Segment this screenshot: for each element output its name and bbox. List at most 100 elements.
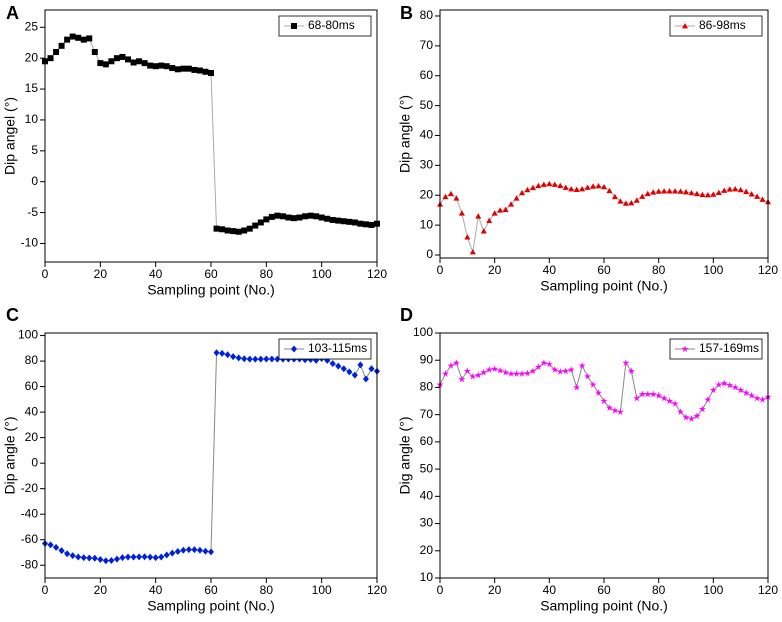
- marker: [676, 408, 685, 416]
- y-tick-label: 40: [420, 128, 434, 142]
- marker: [627, 367, 635, 375]
- x-tick-label: 20: [94, 583, 108, 597]
- marker: [518, 370, 526, 377]
- marker: [136, 553, 143, 561]
- marker: [611, 406, 619, 414]
- marker: [318, 214, 325, 221]
- marker: [464, 234, 471, 240]
- x-tick-label: 60: [597, 263, 611, 277]
- marker: [529, 367, 537, 375]
- x-tick-label: 40: [543, 583, 557, 597]
- x-tick-label: 100: [312, 583, 332, 597]
- marker: [469, 372, 477, 380]
- marker: [687, 414, 696, 422]
- marker: [224, 227, 231, 234]
- y-tick-label: 20: [420, 187, 434, 201]
- marker: [136, 58, 143, 65]
- marker: [469, 249, 476, 255]
- x-tick-label: 100: [703, 583, 723, 597]
- marker: [324, 215, 331, 222]
- marker: [644, 390, 652, 398]
- marker: [296, 214, 303, 221]
- marker: [693, 412, 701, 420]
- x-tick-label: 60: [204, 583, 218, 597]
- marker: [208, 70, 214, 76]
- y-tick-label: 20: [25, 430, 39, 444]
- marker: [357, 361, 364, 369]
- y-tick-label: 50: [420, 98, 434, 112]
- marker: [158, 62, 165, 69]
- marker: [191, 546, 198, 554]
- marker: [508, 201, 515, 207]
- marker: [709, 386, 717, 394]
- marker: [611, 193, 618, 200]
- marker: [759, 196, 766, 202]
- marker: [475, 213, 482, 219]
- marker: [219, 226, 226, 233]
- marker: [496, 366, 504, 374]
- marker: [185, 65, 192, 72]
- marker: [568, 185, 575, 192]
- marker: [721, 187, 728, 193]
- marker: [263, 216, 270, 223]
- y-tick-label: 5: [31, 143, 38, 157]
- marker: [665, 397, 674, 405]
- marker: [551, 181, 558, 187]
- panel: A 0 20 40 60 80 100 120 -10 -5 0 5 10 15 20 25 Sampling …: [2, 3, 388, 298]
- marker: [649, 390, 657, 398]
- marker: [335, 362, 342, 370]
- marker: [69, 33, 76, 40]
- marker: [606, 187, 613, 194]
- marker: [75, 553, 82, 561]
- marker: [731, 383, 739, 391]
- x-tick-label: 20: [488, 583, 502, 597]
- y-tick-label: -40: [21, 506, 39, 520]
- marker: [125, 553, 131, 561]
- marker: [660, 394, 668, 402]
- marker: [58, 42, 65, 49]
- marker: [529, 184, 536, 191]
- marker: [257, 355, 264, 363]
- y-axis-label: Dip angel (°): [2, 97, 18, 175]
- marker: [704, 395, 712, 403]
- x-axis-label: Sampling point (No.): [147, 598, 275, 614]
- marker: [638, 390, 646, 398]
- y-tick-label: 0: [31, 455, 38, 469]
- marker: [562, 184, 569, 190]
- x-tick-label: 40: [149, 583, 163, 597]
- marker: [617, 198, 624, 204]
- marker: [524, 186, 531, 193]
- panel-label: D: [400, 305, 413, 325]
- marker: [130, 59, 137, 66]
- marker: [485, 365, 493, 373]
- x-tick-label: 80: [260, 583, 274, 597]
- marker: [158, 553, 165, 561]
- marker: [185, 546, 192, 554]
- marker: [351, 219, 358, 226]
- marker: [125, 56, 131, 63]
- panel-label: A: [6, 3, 19, 23]
- marker: [737, 186, 744, 193]
- panel-label: C: [6, 305, 19, 325]
- y-tick-label: -80: [21, 557, 39, 571]
- marker: [53, 543, 60, 551]
- marker: [458, 375, 466, 383]
- y-tick-label: -20: [21, 481, 39, 495]
- marker: [340, 365, 347, 373]
- marker: [453, 195, 460, 201]
- marker: [622, 359, 630, 367]
- marker: [241, 355, 248, 363]
- x-axis-label: Sampling point (No.): [540, 598, 668, 614]
- marker: [594, 389, 603, 396]
- series-line: [439, 361, 769, 420]
- marker: [562, 367, 570, 375]
- y-tick-label: 20: [25, 50, 39, 64]
- marker: [219, 349, 226, 357]
- marker: [174, 66, 181, 73]
- marker: [329, 360, 336, 368]
- marker: [362, 375, 369, 383]
- y-axis-label: Dip angle (°): [2, 417, 18, 495]
- marker: [573, 383, 581, 391]
- marker: [486, 217, 493, 224]
